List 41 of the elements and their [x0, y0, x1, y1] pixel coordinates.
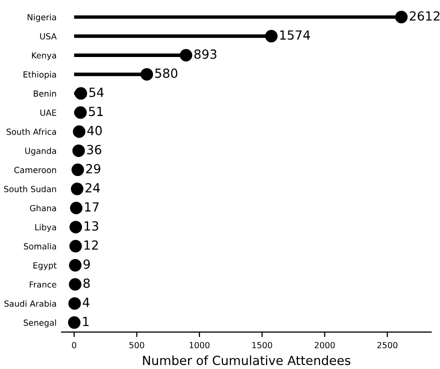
data-label: 1574	[280, 30, 310, 40]
y-tick-label: Uganda	[25, 148, 56, 156]
x-tick-label: 0	[72, 342, 76, 348]
y-tick-label: Benin	[34, 90, 56, 97]
data-label: 893	[194, 49, 216, 59]
y-tick-label: Ethiopia	[24, 71, 56, 80]
y-tick-label: USA	[40, 33, 57, 40]
y-tick-label: South Africa	[6, 128, 56, 135]
data-label: 12	[84, 240, 98, 250]
data-label: 17	[85, 202, 99, 212]
x-tick-label: 500	[129, 342, 144, 348]
y-tick-label: Senegal	[24, 319, 56, 328]
y-tick-label: Cameroon	[14, 166, 56, 174]
x-tick-label: 2500	[377, 342, 398, 348]
data-label: 36	[87, 144, 102, 154]
data-label: 13	[84, 221, 98, 231]
x-axis-title: Number of Cumulative Attendees	[143, 355, 350, 366]
data-label: 24	[86, 183, 100, 192]
x-tick-label: 1500	[252, 342, 272, 348]
data-label: 4	[82, 298, 90, 307]
y-tick-label: South Sudan	[4, 186, 56, 192]
x-tick-label: 2000	[314, 342, 335, 348]
y-tick-label: Egypt	[34, 262, 57, 270]
data-label: 1	[83, 316, 89, 326]
data-label: 51	[89, 106, 103, 116]
y-tick-label: Libya	[35, 224, 56, 232]
y-tick-label: Ghana	[30, 204, 56, 212]
y-tick-label: France	[30, 281, 56, 288]
data-label: 580	[155, 68, 178, 78]
x-tick-label: 1000	[190, 342, 210, 348]
data-label: 9	[84, 259, 90, 269]
y-tick-label: Saudi Arabia	[4, 300, 56, 307]
y-tick-label: Somalia	[24, 243, 56, 250]
y-tick-label: Kenya	[32, 52, 56, 60]
data-label: 54	[89, 88, 104, 98]
y-tick-label: UAE	[40, 110, 56, 116]
data-label: 40	[87, 126, 102, 136]
data-label: 29	[86, 164, 100, 174]
data-label: 2612	[410, 11, 440, 21]
data-label: 8	[83, 278, 90, 288]
y-tick-label: Nigeria	[28, 14, 56, 22]
